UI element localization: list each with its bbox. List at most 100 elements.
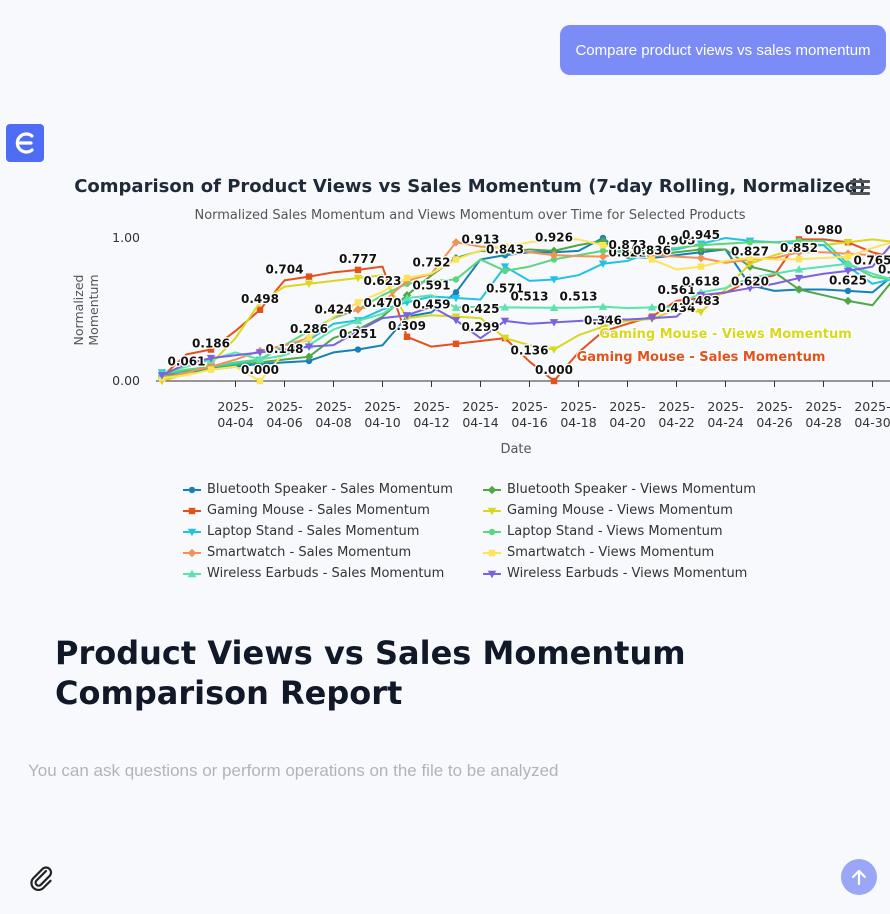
data-label: 0.513 <box>560 290 598 304</box>
data-point <box>599 247 607 255</box>
data-point <box>488 528 496 535</box>
series-line <box>161 238 890 382</box>
legend-item[interactable]: Bluetooth Speaker - Views Momentum <box>483 480 783 499</box>
data-point <box>451 317 461 325</box>
data-label: 0.251 <box>339 327 377 341</box>
data-point <box>549 346 559 354</box>
legend-label: Gaming Mouse - Sales Momentum <box>207 503 430 518</box>
x-tick-label: 2025-04-30 <box>854 399 890 430</box>
legend-swatch <box>483 528 501 535</box>
data-label: 0.459 <box>413 297 451 311</box>
legend-item[interactable]: Gaming Mouse - Views Momentum <box>483 501 783 520</box>
data-label: 0.752 <box>413 255 451 269</box>
data-point <box>746 239 754 246</box>
legend-item[interactable]: Wireless Earbuds - Sales Momentum <box>183 564 483 583</box>
data-point <box>696 292 706 300</box>
legend-item[interactable]: Smartwatch - Views Momentum <box>483 543 783 562</box>
report-title: Product Views vs Sales Momentum Comparis… <box>55 634 686 712</box>
data-point <box>305 273 313 280</box>
data-point <box>188 486 196 493</box>
series-line <box>161 241 890 380</box>
x-tick-label: 2025-04-14 <box>462 399 498 430</box>
legend-label: Wireless Earbuds - Sales Momentum <box>207 566 445 581</box>
data-point <box>550 377 558 385</box>
legend-item[interactable]: Gaming Mouse - Sales Momentum <box>183 501 483 520</box>
data-label: 0.821 <box>609 246 647 260</box>
data-point <box>255 299 265 307</box>
data-label: 0.186 <box>192 336 230 350</box>
data-point <box>843 296 853 306</box>
data-point <box>256 377 264 385</box>
data-point <box>549 276 559 284</box>
data-point <box>648 256 656 263</box>
data-label: 0.980 <box>805 223 843 237</box>
data-point <box>354 299 362 306</box>
chart-menu-icon[interactable] <box>850 180 870 196</box>
x-tick-label: 2025-04-22 <box>658 399 694 430</box>
legend-item[interactable]: Bluetooth Speaker - Sales Momentum <box>183 480 483 499</box>
data-point <box>206 354 216 363</box>
data-point <box>402 312 412 320</box>
data-label: 0.926 <box>535 231 573 245</box>
data-point <box>794 285 804 294</box>
data-point <box>305 334 313 342</box>
data-point <box>187 528 197 536</box>
data-point <box>207 366 215 373</box>
legend-swatch <box>183 486 201 493</box>
x-tick-label: 2025-04-24 <box>707 399 743 430</box>
data-label: 0.852 <box>780 241 818 255</box>
legend-label: Wireless Earbuds - Views Momentum <box>507 566 748 581</box>
x-tick-label: 2025-04-26 <box>756 399 792 430</box>
data-label: 0.498 <box>241 292 279 306</box>
legend-label: Bluetooth Speaker - Sales Momentum <box>207 482 453 497</box>
data-point <box>354 346 362 353</box>
data-point <box>403 274 411 282</box>
y-tick-label: 0.00 <box>112 373 140 388</box>
data-point <box>451 294 461 303</box>
data-point <box>500 334 510 343</box>
data-point <box>487 570 497 578</box>
y-tick-label: 1.00 <box>112 230 140 245</box>
data-label: 0.620 <box>731 274 769 288</box>
legend-item[interactable]: Laptop Stand - Views Momentum <box>483 522 783 541</box>
data-point <box>647 303 657 311</box>
x-tick-label: 2025-04-18 <box>560 399 596 430</box>
data-label: 0.827 <box>731 245 769 259</box>
attach-button[interactable] <box>26 862 56 892</box>
legend-label: Smartwatch - Views Momentum <box>507 545 715 560</box>
logo-e-icon <box>15 132 34 154</box>
data-label: 0.434 <box>658 301 696 315</box>
data-point <box>452 340 460 348</box>
data-point <box>500 248 510 257</box>
data-point <box>188 507 196 514</box>
data-point <box>549 250 559 260</box>
x-tick-label: 2025-04-12 <box>413 399 449 430</box>
send-button[interactable] <box>841 859 877 895</box>
data-point <box>304 280 314 288</box>
data-point <box>549 303 559 311</box>
data-label: 0.873 <box>609 238 647 252</box>
data-point <box>500 303 510 311</box>
data-point <box>550 236 558 243</box>
data-point <box>844 287 852 295</box>
data-point <box>745 284 755 293</box>
data-label: 0.703 <box>878 262 890 276</box>
data-label: 0.591 <box>413 278 451 292</box>
legend-label: Laptop Stand - Sales Momentum <box>207 524 420 539</box>
user-message-text: Compare product views vs sales momentum <box>575 41 871 59</box>
legend-item[interactable]: Wireless Earbuds - Views Momentum <box>483 564 783 583</box>
legend-item[interactable]: Laptop Stand - Sales Momentum <box>183 522 483 541</box>
data-label: 0.483 <box>682 294 720 308</box>
data-point <box>745 273 755 282</box>
data-label: 0.561 <box>658 283 696 297</box>
chat-input[interactable] <box>26 755 830 787</box>
data-point <box>794 274 804 283</box>
data-point <box>501 243 509 250</box>
legend-item[interactable]: Smartwatch - Sales Momentum <box>183 543 483 562</box>
legend-label: Gaming Mouse - Views Momentum <box>507 503 733 518</box>
data-point <box>500 317 510 326</box>
data-point <box>487 507 497 515</box>
data-point <box>844 253 852 260</box>
legend-label: Smartwatch - Sales Momentum <box>207 545 412 560</box>
legend-swatch <box>183 528 201 536</box>
